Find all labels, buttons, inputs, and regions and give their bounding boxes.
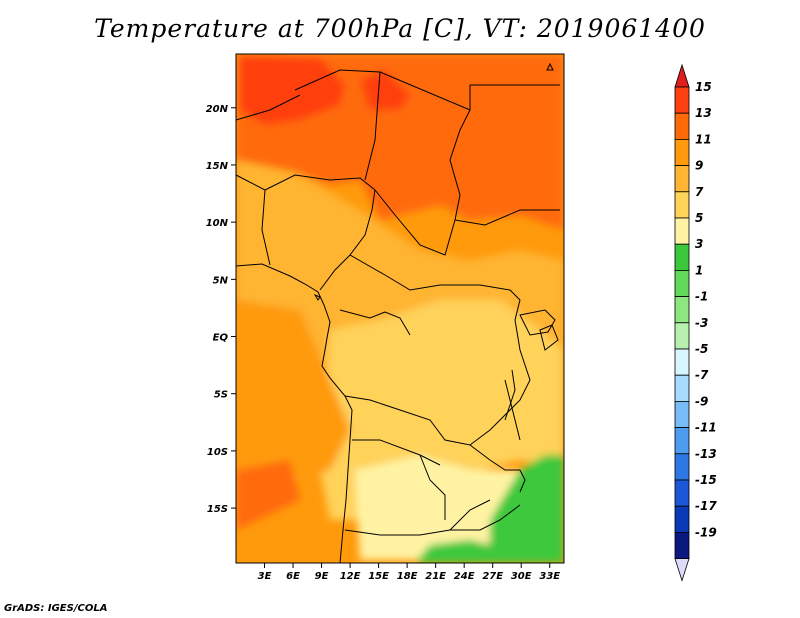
colorbar-swatch	[674, 322, 690, 350]
chart-title: Temperature at 700hPa [C], VT: 201906140…	[94, 14, 706, 43]
longitude-axis: 3E 6E 9E 12E 15E 18E 21E 24E 27E 30E 33E	[258, 563, 560, 582]
colorbar-label: -3	[695, 316, 708, 330]
lon-tick-label: 15E	[368, 571, 389, 582]
credit-text: GrADS: IGES/COLA	[4, 603, 108, 614]
colorbar-swatch	[674, 532, 690, 560]
colorbar-swatch	[674, 348, 690, 376]
colorbar-swatch	[674, 269, 690, 297]
lat-tick-label: 15S	[207, 504, 228, 515]
colorbar-swatch	[674, 427, 690, 455]
colorbar-label: -1	[695, 290, 708, 304]
colorbar-top-arrow	[674, 63, 690, 88]
colorbar-swatch	[674, 296, 690, 324]
colorbar-swatch	[674, 374, 690, 402]
colorbar-bottom-arrow	[674, 558, 690, 582]
colorbar-label: 3	[695, 237, 703, 251]
map-frame	[235, 53, 565, 564]
colorbar-label: 7	[695, 185, 704, 199]
colorbar: 15 13 11 9 7 5 3 1 -1 -3 -5 -7 -9 -11 -13 -15 -17 -19	[674, 63, 717, 582]
colorbar-swatch	[674, 217, 690, 245]
colorbar-label: -9	[695, 394, 708, 408]
colorbar-swatch	[674, 479, 690, 507]
colorbar-label: 11	[695, 132, 712, 146]
colorbar-label: -11	[695, 421, 717, 435]
colorbar-swatch	[674, 165, 690, 193]
lat-tick-label: 5S	[214, 390, 228, 401]
colorbar-swatch	[674, 243, 690, 271]
lon-tick-label: 27E	[482, 571, 503, 582]
lat-tick-label: 20N	[206, 104, 229, 115]
lon-tick-label: 12E	[340, 571, 361, 582]
lat-tick-label: 5N	[213, 275, 229, 286]
colorbar-swatch	[674, 400, 690, 428]
colorbar-swatch	[674, 138, 690, 166]
lon-tick-label: 30E	[511, 571, 532, 582]
lat-tick-label: 15N	[206, 161, 229, 172]
colorbar-label: -13	[695, 447, 717, 461]
colorbar-swatch	[674, 191, 690, 219]
colorbar-label: -7	[695, 368, 709, 382]
lon-tick-label: 9E	[315, 571, 329, 582]
lon-tick-label: 3E	[258, 571, 272, 582]
colorbar-label: -17	[695, 499, 717, 513]
colorbar-label: 1	[695, 263, 703, 277]
colorbar-label: 15	[695, 80, 712, 94]
colorbar-label: 13	[695, 106, 712, 120]
colorbar-label: -19	[695, 525, 717, 539]
temperature-field	[236, 54, 564, 563]
colorbar-label: 5	[695, 211, 703, 225]
colorbar-label: -15	[695, 473, 717, 487]
lon-tick-label: 24E	[454, 571, 475, 582]
colorbar-swatch	[674, 86, 690, 114]
lat-tick-label: EQ	[213, 333, 229, 344]
lat-tick-label: 10N	[206, 218, 229, 229]
colorbar-swatch	[674, 112, 690, 140]
colorbar-label: 9	[695, 159, 703, 173]
lon-tick-label: 21E	[425, 571, 446, 582]
country-borders	[236, 62, 560, 563]
colorbar-label: -5	[695, 342, 708, 356]
lat-tick-label: 10S	[207, 447, 228, 458]
lon-tick-label: 33E	[539, 571, 560, 582]
colorbar-swatch	[674, 453, 690, 481]
latitude-axis: 20N 15N 10N 5N EQ 5S 10S 15S	[206, 104, 236, 515]
lon-tick-label: 6E	[286, 571, 300, 582]
colorbar-swatch	[674, 505, 690, 533]
lon-tick-label: 18E	[397, 571, 418, 582]
